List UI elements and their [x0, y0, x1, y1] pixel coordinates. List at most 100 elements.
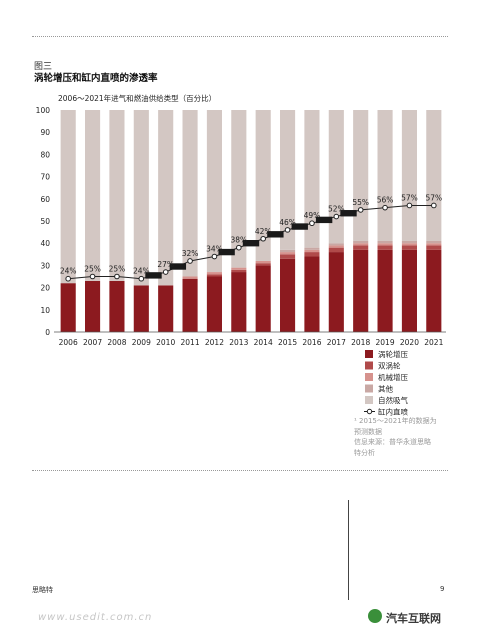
- bar-segment: [85, 110, 101, 281]
- line-point: [187, 258, 193, 264]
- bar-segment: [133, 285, 149, 332]
- line-data-label: 52%: [328, 205, 345, 214]
- bar-segment: [206, 272, 222, 275]
- y-tick-label: 10: [40, 306, 50, 315]
- bar-segment: [304, 110, 320, 248]
- legend-label: 其他: [378, 384, 393, 394]
- line-data-label: 46%: [279, 218, 296, 227]
- line-point: [211, 253, 218, 260]
- legend-swatch: [365, 396, 373, 404]
- x-tick-label: 2012: [205, 338, 224, 347]
- line-point: [382, 204, 388, 211]
- line-point: [114, 273, 120, 280]
- x-tick-label: 2019: [376, 338, 395, 347]
- line-point: [162, 269, 169, 275]
- increment-marker: [340, 210, 357, 217]
- x-tick-label: 2020: [400, 338, 419, 347]
- bar-segment: [231, 272, 247, 332]
- bar-segment: [328, 245, 344, 248]
- line-point: [406, 202, 413, 209]
- line-data-label: 42%: [255, 227, 272, 236]
- line-point: [65, 275, 71, 282]
- bar-segment: [304, 249, 320, 253]
- bar-segment: [401, 110, 417, 241]
- y-tick-label: 90: [40, 128, 50, 137]
- bar-segment: [158, 110, 174, 286]
- line-data-label: 34%: [206, 245, 223, 254]
- line-point: [138, 275, 145, 282]
- bar-segment: [377, 245, 393, 250]
- line-point: [236, 244, 242, 251]
- x-tick-label: 2015: [278, 338, 297, 347]
- legend-swatch: [365, 350, 373, 358]
- legend-label: 双涡轮: [378, 361, 401, 371]
- footer-brand: 思略特: [32, 586, 53, 594]
- bar-segment: [328, 247, 344, 253]
- line-point: [260, 235, 266, 242]
- bar-segment: [353, 110, 369, 241]
- legend-label: 机械增压: [378, 372, 408, 382]
- bar-segment: [426, 240, 442, 244]
- legend-label: 自然吸气: [378, 395, 408, 405]
- y-tick-label: 0: [45, 328, 50, 337]
- bar-segment: [255, 263, 271, 266]
- bar-segment: [60, 283, 76, 332]
- bar-segment: [328, 243, 344, 246]
- x-tick-label: 2008: [107, 338, 126, 347]
- bar-segment: [377, 110, 393, 241]
- x-tick-label: 2018: [351, 338, 370, 347]
- bar-segment: [206, 276, 222, 332]
- bar-segment: [426, 243, 442, 246]
- chart-subtitle: 2006～2021年进气和燃油供给类型（百分比）: [58, 94, 217, 103]
- footnote-line-1: ¹ 2015～2021年的数据为: [354, 417, 437, 425]
- bar-segment: [182, 110, 198, 277]
- y-tick-label: 60: [40, 195, 50, 204]
- bar-segment: [280, 258, 296, 332]
- bar-segment: [377, 243, 393, 246]
- footnote-line-4: 特分析: [354, 448, 375, 457]
- bar-segment: [280, 249, 296, 253]
- bar-segment: [231, 110, 247, 268]
- bar-segment: [401, 245, 417, 250]
- y-tick-label: 80: [40, 150, 50, 159]
- bar-segment: [60, 110, 76, 284]
- bar-segment: [182, 278, 198, 332]
- x-tick-label: 2007: [83, 338, 102, 347]
- line-data-label: 32%: [182, 249, 199, 258]
- y-tick-label: 20: [40, 284, 50, 293]
- y-tick-label: 100: [36, 106, 51, 115]
- legend-line-marker: [366, 408, 373, 415]
- bar-segment: [401, 249, 417, 332]
- increment-marker: [315, 216, 333, 224]
- line-data-label: 38%: [230, 236, 247, 245]
- bar-segment: [280, 110, 296, 250]
- bar-segment: [426, 110, 442, 241]
- bar-segment: [377, 249, 393, 332]
- page-number: 9: [440, 585, 445, 593]
- increment-marker: [169, 263, 187, 270]
- legend-swatch: [365, 373, 373, 381]
- line-data-label: 57%: [401, 193, 418, 202]
- legend-label: 缸内直喷: [378, 407, 408, 417]
- figure-number: 图三: [34, 62, 53, 72]
- footnote-line-3: 信息来源：普华永道思略: [354, 438, 431, 446]
- x-tick-label: 2014: [254, 338, 273, 347]
- watermark-brand: 汽车互联网: [386, 612, 441, 625]
- bar-segment: [231, 269, 247, 273]
- bar-segment: [304, 252, 320, 257]
- bar-segment: [158, 285, 174, 332]
- bar-segment: [328, 110, 344, 244]
- bar-segment: [401, 240, 417, 244]
- bar-segment: [426, 245, 442, 250]
- stacked-bar-chart: 0 10 20 30 40 50 60 70 80 90 100 2006 2007 2008 2009 20…: [36, 106, 446, 417]
- line-point: [284, 227, 291, 233]
- x-tick-label: 2016: [302, 338, 321, 347]
- y-tick-label: 70: [40, 173, 50, 182]
- bar-segment: [206, 110, 222, 273]
- increment-marker: [291, 223, 308, 230]
- bar-segment: [353, 245, 369, 250]
- figure-title: 涡轮增压和缸内直喷的渗透率: [34, 73, 158, 84]
- legend-swatch: [365, 361, 373, 370]
- footnote: ¹ 2015～2021年的数据为 预测数据 信息来源：普华永道思略 特分析: [354, 416, 449, 458]
